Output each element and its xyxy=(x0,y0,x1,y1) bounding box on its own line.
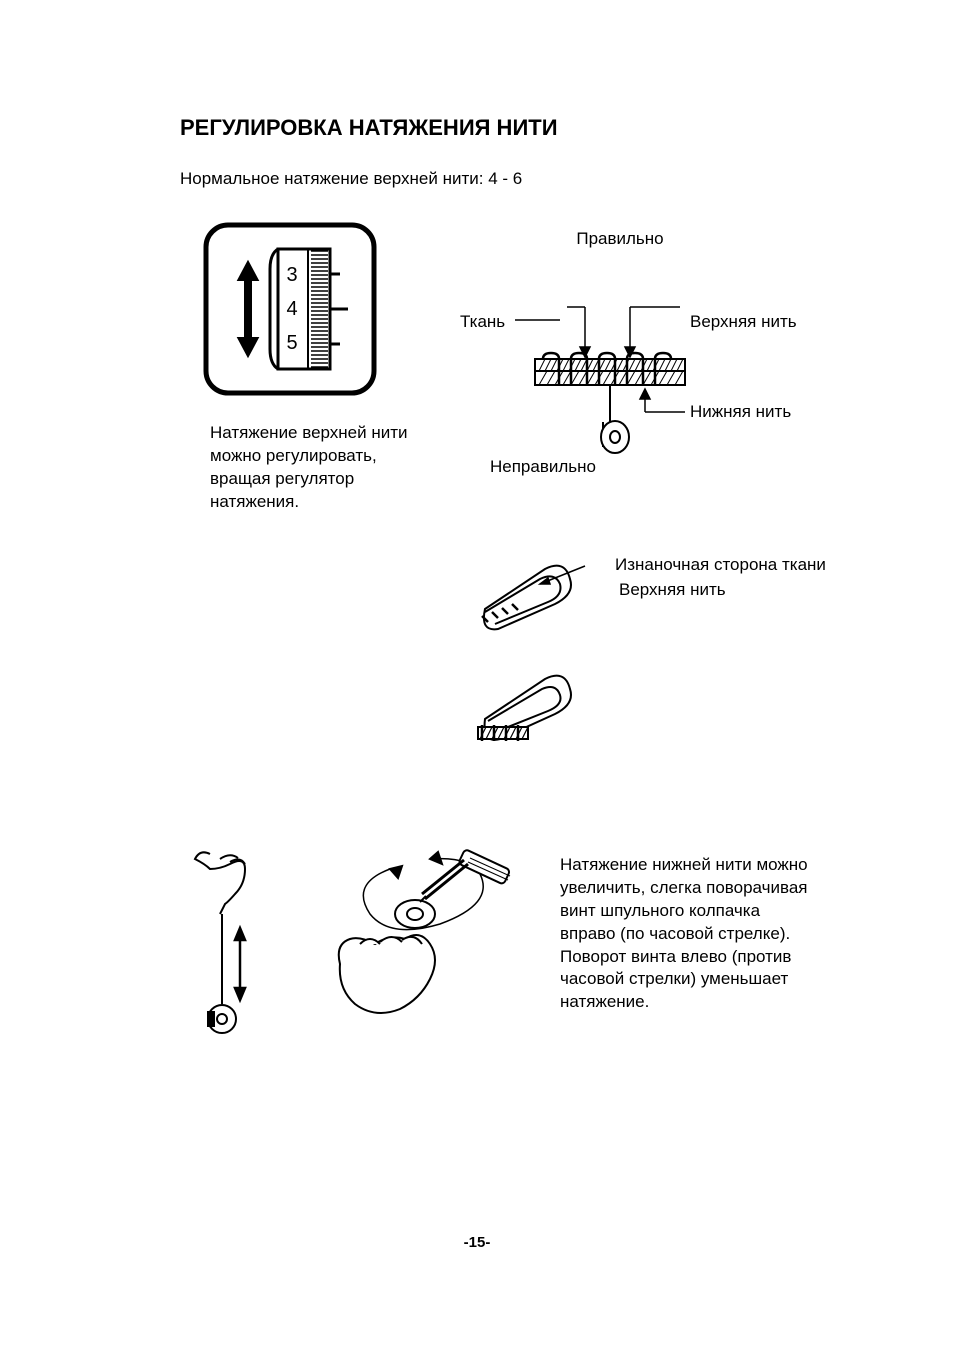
upper-thread-label-2: Верхняя нить xyxy=(619,579,826,602)
reverse-side-label: Изнаночная сторона ткани xyxy=(615,554,826,577)
page-title: РЕГУЛИРОВКА НАТЯЖЕНИЯ НИТИ xyxy=(180,115,864,141)
intro-text: Нормальное натяжение верхней нити: 4 - 6 xyxy=(180,169,864,189)
tension-dial-figure: 3 4 5 xyxy=(200,219,400,404)
bobbin-drop-test-figure xyxy=(180,844,290,1049)
page-number: -15- xyxy=(0,1234,954,1251)
thread-cross-section-figure: Ткань Верхняя нить Нижняя нить xyxy=(460,257,840,457)
fabric-label: Ткань xyxy=(460,312,505,332)
correct-label: Правильно xyxy=(560,229,680,249)
folded-fabric-figure-1 xyxy=(470,554,590,639)
dial-number-4: 4 xyxy=(286,298,297,320)
dial-number-5: 5 xyxy=(286,332,297,354)
dial-number-3: 3 xyxy=(286,264,297,286)
bobbin-tension-text: Натяжение нижней нити можно увеличить, с… xyxy=(560,854,820,1015)
folded-fabric-figure-2 xyxy=(470,669,864,754)
bobbin-screw-adjust-figure xyxy=(320,844,530,1049)
dial-caption: Натяжение верхней нити можно регулироват… xyxy=(180,422,410,514)
